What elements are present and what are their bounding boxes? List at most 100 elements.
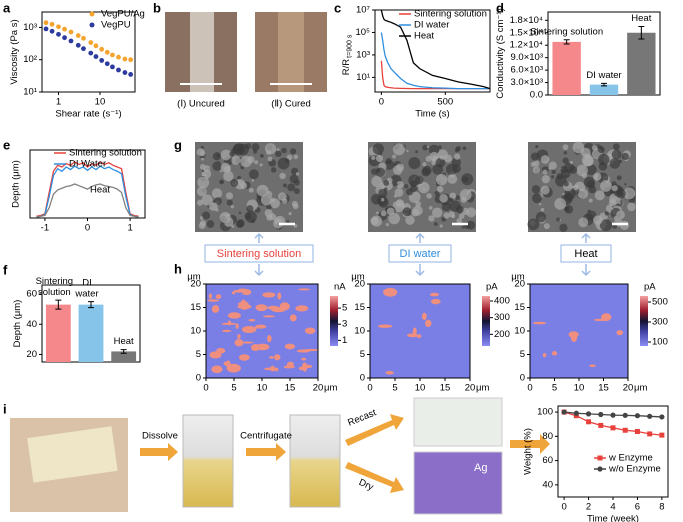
sem-texture bbox=[548, 161, 557, 170]
y-tick-label: 80 bbox=[542, 431, 553, 442]
flow-arrows bbox=[140, 414, 550, 493]
y-axis-label: Depth (μm) bbox=[11, 160, 22, 208]
sem-texture bbox=[569, 161, 574, 165]
current-domain bbox=[383, 287, 398, 297]
sem-texture bbox=[569, 165, 578, 174]
sem-texture bbox=[236, 220, 244, 229]
sem-texture bbox=[238, 211, 242, 215]
sem-texture bbox=[264, 209, 273, 218]
point bbox=[56, 31, 61, 37]
sem-texture bbox=[434, 190, 440, 196]
current-domain bbox=[235, 323, 239, 330]
sem-texture bbox=[254, 160, 259, 165]
plot-frame bbox=[41, 11, 136, 93]
sem-texture bbox=[562, 157, 569, 164]
sem-texture bbox=[395, 183, 398, 186]
current-domain bbox=[430, 298, 441, 305]
colorbar-tick-label: 1 bbox=[342, 335, 347, 346]
sem-texture bbox=[530, 152, 539, 161]
current-domain bbox=[274, 367, 279, 372]
sem-texture bbox=[245, 210, 257, 223]
series-label: Heat bbox=[90, 185, 110, 196]
sem-texture bbox=[540, 155, 550, 164]
y-tick-label: 20 bbox=[514, 279, 525, 290]
sem-texture bbox=[260, 194, 273, 206]
sem-texture bbox=[265, 143, 277, 155]
sem-texture bbox=[212, 161, 222, 171]
x-tick-label: 10 bbox=[257, 383, 268, 394]
current-domain bbox=[304, 348, 319, 352]
point bbox=[99, 58, 105, 63]
sem-texture bbox=[551, 169, 556, 175]
sem-texture bbox=[466, 207, 477, 218]
sem-texture bbox=[271, 167, 277, 173]
bar bbox=[78, 304, 104, 362]
current-domain bbox=[551, 351, 558, 356]
sem-texture bbox=[527, 218, 540, 231]
sem-texture bbox=[556, 217, 561, 222]
y-axis-label-group: R/Rt=900 s bbox=[341, 34, 353, 75]
point bbox=[68, 29, 74, 35]
marker bbox=[598, 422, 604, 428]
point bbox=[49, 21, 55, 27]
sem-texture bbox=[428, 144, 440, 156]
bar bbox=[589, 84, 619, 95]
y-tick-label: 1.8×10⁴ bbox=[510, 15, 543, 26]
error-bar bbox=[120, 349, 127, 354]
sem-texture bbox=[371, 155, 376, 161]
x-tick-label: 0 bbox=[527, 383, 532, 394]
point bbox=[49, 28, 55, 34]
marker bbox=[586, 419, 592, 425]
sem-texture bbox=[619, 220, 630, 231]
colorbar-tick-label: 300 bbox=[652, 317, 668, 328]
plot-frame bbox=[374, 9, 491, 93]
y-tick-label: 60 bbox=[542, 455, 553, 466]
y-tick-label: 10¹ bbox=[23, 87, 37, 98]
axis-unit: μm bbox=[476, 383, 489, 394]
sem-texture bbox=[461, 226, 464, 229]
sem-texture bbox=[216, 154, 220, 158]
current-domain bbox=[568, 331, 579, 338]
y-tick-label: 9.0×10³ bbox=[511, 52, 544, 63]
step-label: Dissolve bbox=[142, 431, 178, 442]
axis-unit: μm bbox=[511, 272, 524, 283]
sem-texture bbox=[220, 162, 231, 173]
sem-texture bbox=[290, 148, 297, 155]
x-tick-label: 15 bbox=[598, 383, 609, 394]
sem-texture bbox=[273, 218, 284, 229]
sem-texture bbox=[201, 157, 205, 161]
photo-stripe bbox=[190, 12, 214, 92]
line bbox=[36, 183, 139, 218]
category-label: Sintering solution bbox=[36, 276, 74, 298]
sem-texture bbox=[456, 218, 463, 224]
sem-texture bbox=[230, 179, 239, 187]
x-tick-label: 4 bbox=[610, 502, 615, 513]
sem-texture bbox=[543, 223, 550, 230]
sem-texture bbox=[588, 198, 593, 203]
y-tick-label: 15 bbox=[354, 302, 365, 313]
sem-texture bbox=[225, 192, 234, 200]
y-tick-label: 0 bbox=[360, 373, 365, 384]
sem-texture bbox=[436, 185, 444, 193]
colorbar-tick-label: 100 bbox=[652, 337, 668, 348]
y-tick-label: 0 bbox=[520, 373, 525, 384]
sem-texture bbox=[295, 172, 300, 176]
sem-texture bbox=[394, 188, 404, 197]
y-tick-label: 0.0 bbox=[530, 90, 543, 101]
sem-texture bbox=[531, 193, 542, 204]
sem-texture bbox=[559, 223, 568, 233]
current-domain bbox=[270, 365, 275, 372]
sem-texture bbox=[435, 173, 448, 186]
point bbox=[68, 38, 74, 44]
sem-texture bbox=[593, 172, 602, 181]
current-domain bbox=[284, 343, 296, 350]
sem-texture bbox=[444, 154, 453, 163]
plot-frame bbox=[529, 283, 629, 379]
colorbar-tick-label: 5 bbox=[342, 303, 347, 314]
sem-texture bbox=[396, 180, 404, 189]
sem-texture bbox=[459, 189, 472, 201]
sem-texture bbox=[447, 174, 458, 184]
sem-texture bbox=[375, 167, 386, 177]
y-axis-label-group: Depth (μm) bbox=[12, 300, 23, 348]
category-label: Heat bbox=[631, 13, 651, 24]
